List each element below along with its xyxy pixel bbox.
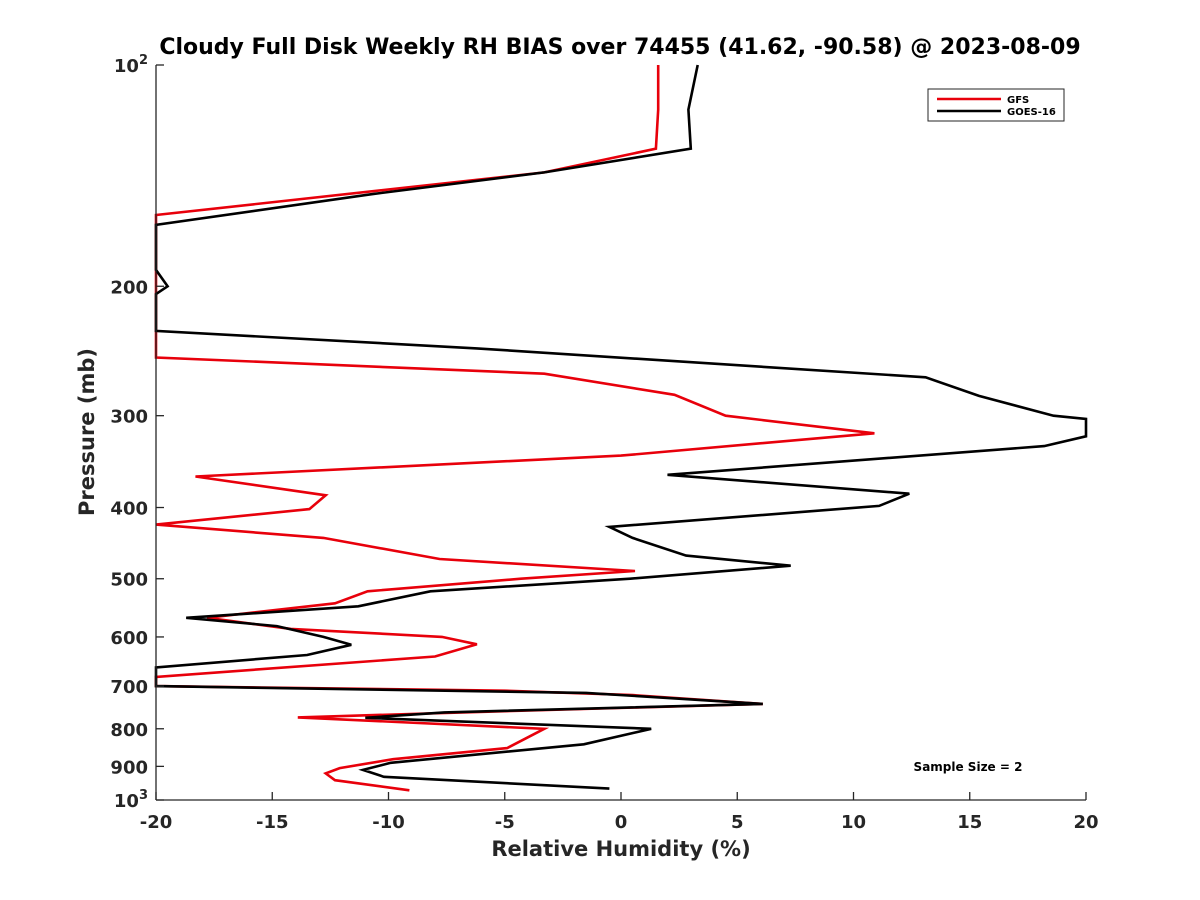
series-layer: [154, 64, 1088, 792]
chart-title: Cloudy Full Disk Weekly RH BIAS over 744…: [159, 35, 1080, 60]
x-tick-label: 5: [731, 812, 744, 833]
x-tick-label: 10: [841, 812, 866, 833]
y-tick-label: 800: [110, 720, 148, 741]
y-tick-label: 200: [110, 277, 148, 298]
x-ticks: -20 -15 -10 -5 0 5 10 15 20: [140, 792, 1099, 833]
series-line-goes-16: [154, 64, 1088, 790]
y-tick-label: 900: [110, 757, 148, 778]
y-tick-label: 103: [114, 788, 148, 812]
x-tick-label: -10: [372, 812, 405, 833]
x-tick-label: -20: [140, 812, 173, 833]
legend-label: GFS: [1007, 95, 1029, 106]
series-line-gfs: [154, 65, 875, 792]
y-tick-label: 300: [110, 407, 148, 428]
x-tick-label: -5: [495, 812, 515, 833]
y-tick-label: 400: [110, 499, 148, 520]
x-tick-label: 15: [957, 812, 982, 833]
x-tick-label: 20: [1073, 812, 1098, 833]
y-tick-label: 600: [110, 628, 148, 649]
y-ticks: 102 200 300 400 500 600 700 800 900 103: [110, 53, 164, 812]
x-tick-label: 0: [615, 812, 628, 833]
x-axis-label: Relative Humidity (%): [491, 837, 750, 861]
x-tick-label: -15: [256, 812, 289, 833]
y-axis-label: Pressure (mb): [75, 348, 99, 516]
legend-box: [927, 88, 1065, 122]
sample-size-annotation: Sample Size = 2: [914, 760, 1023, 774]
legend-label: GOES-16: [1007, 107, 1056, 118]
y-tick-label: 700: [110, 677, 148, 698]
axes-layer: [155, 65, 1086, 801]
y-tick-label: 102: [114, 53, 148, 77]
y-tick-label: 500: [110, 570, 148, 591]
